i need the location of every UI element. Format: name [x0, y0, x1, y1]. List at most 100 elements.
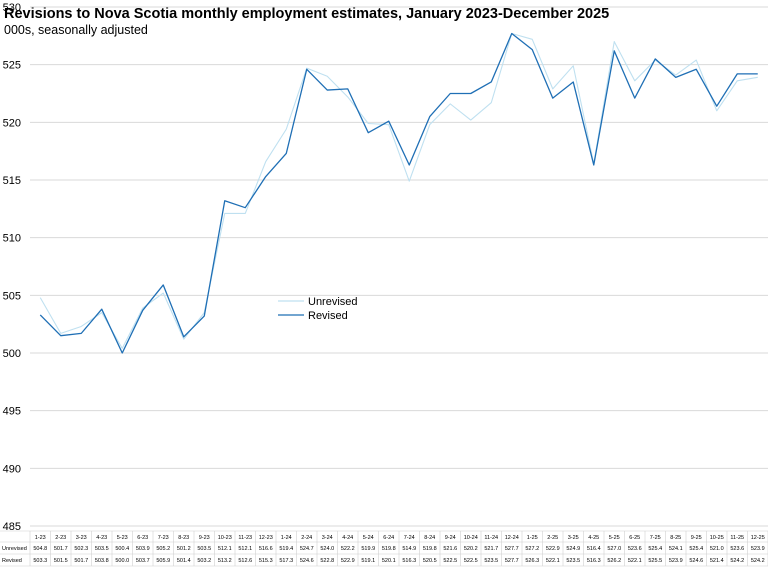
data-label: 516.6: [259, 546, 273, 552]
x-tick-label: 9-25: [691, 535, 702, 541]
data-label: 525.5: [648, 558, 662, 564]
data-label: 505.2: [156, 546, 170, 552]
y-tick-label: 490: [3, 463, 21, 475]
data-label: 527.7: [505, 558, 519, 564]
x-tick-label: 11-23: [238, 535, 252, 541]
x-tick-label: 2-23: [55, 535, 66, 541]
data-label: 503.3: [33, 558, 47, 564]
x-tick-label: 6-25: [629, 535, 640, 541]
y-tick-label: 495: [3, 406, 21, 418]
data-label: 520.5: [423, 558, 437, 564]
data-label: 523.9: [669, 558, 683, 564]
x-tick-label: 11-24: [484, 535, 498, 541]
x-tick-label: 7-23: [158, 535, 169, 541]
data-label: 522.1: [628, 558, 642, 564]
table-row-label: Revised: [2, 558, 22, 564]
x-tick-label: 4-24: [342, 535, 353, 541]
data-label: 522.5: [443, 558, 457, 564]
x-tick-label: 12-25: [751, 535, 765, 541]
x-tick-label: 2-25: [547, 535, 558, 541]
data-label: 521.6: [443, 546, 457, 552]
data-label: 522.9: [546, 546, 560, 552]
chart-subtitle: 000s, seasonally adjusted: [4, 23, 148, 37]
x-tick-label: 9-23: [199, 535, 210, 541]
data-label: 522.5: [464, 558, 478, 564]
data-label: 521.4: [710, 558, 724, 564]
y-tick-label: 485: [3, 521, 21, 533]
data-label: 522.8: [320, 558, 334, 564]
x-tick-label: 8-23: [178, 535, 189, 541]
data-label: 524.6: [689, 558, 703, 564]
series-line-revised: [39, 32, 758, 354]
data-label: 503.2: [197, 558, 211, 564]
data-label: 525.4: [689, 546, 703, 552]
y-tick-label: 530: [3, 2, 21, 14]
data-label: 521.7: [484, 546, 498, 552]
x-tick-label: 9-24: [445, 535, 456, 541]
data-label: 525.4: [648, 546, 662, 552]
y-tick-label: 520: [3, 117, 21, 129]
x-tick-label: 5-25: [609, 535, 620, 541]
data-label: 524.1: [669, 546, 683, 552]
data-label: 513.2: [218, 558, 232, 564]
data-label: 519.1: [361, 558, 375, 564]
x-tick-label: 2-24: [301, 535, 312, 541]
x-tick-label: 3-25: [568, 535, 579, 541]
table-row-label: Unrevised: [2, 546, 27, 552]
data-label: 516.3: [587, 558, 601, 564]
data-label: 519.9: [361, 546, 375, 552]
x-tick-label: 6-23: [137, 535, 148, 541]
data-label: 503.5: [197, 546, 211, 552]
x-tick-label: 5-24: [363, 535, 374, 541]
data-label: 526.2: [607, 558, 621, 564]
data-label: 503.8: [95, 558, 109, 564]
legend-label: Unrevised: [308, 296, 358, 308]
data-label: 519.8: [382, 546, 396, 552]
x-tick-label: 5-23: [117, 535, 128, 541]
x-tick-label: 10-23: [218, 535, 232, 541]
x-tick-label: 7-24: [404, 535, 415, 541]
data-label: 522.1: [546, 558, 560, 564]
data-label: 526.3: [525, 558, 539, 564]
data-label: 524.7: [300, 546, 314, 552]
data-label: 523.5: [484, 558, 498, 564]
data-label: 514.9: [402, 546, 416, 552]
data-label: 522.9: [341, 558, 355, 564]
data-label: 523.6: [628, 546, 642, 552]
data-label: 501.2: [177, 546, 191, 552]
chart-title: Revisions to Nova Scotia monthly employm…: [4, 6, 610, 22]
data-label: 524.2: [751, 558, 765, 564]
data-label: 516.3: [402, 558, 416, 564]
x-tick-label: 12-24: [505, 535, 519, 541]
x-tick-label: 1-24: [281, 535, 292, 541]
x-tick-label: 7-25: [650, 535, 661, 541]
data-label: 512.1: [218, 546, 232, 552]
x-tick-label: 10-25: [710, 535, 724, 541]
x-tick-label: 11-25: [730, 535, 744, 541]
data-label: 522.2: [341, 546, 355, 552]
data-label: 524.0: [320, 546, 334, 552]
data-label: 519.8: [423, 546, 437, 552]
y-tick-label: 525: [3, 60, 21, 72]
x-tick-label: 4-23: [96, 535, 107, 541]
data-label: 521.0: [710, 546, 724, 552]
data-label: 501.7: [54, 546, 68, 552]
data-label: 527.7: [505, 546, 519, 552]
data-label: 516.4: [587, 546, 601, 552]
data-label: 523.9: [751, 546, 765, 552]
data-label: 515.3: [259, 558, 273, 564]
data-label: 523.5: [566, 558, 580, 564]
x-tick-label: 4-25: [588, 535, 599, 541]
data-label: 520.2: [464, 546, 478, 552]
data-label: 505.9: [156, 558, 170, 564]
x-tick-label: 3-23: [76, 535, 87, 541]
y-tick-label: 515: [3, 175, 21, 187]
x-tick-label: 1-25: [527, 535, 538, 541]
data-label: 524.2: [730, 558, 744, 564]
x-tick-label: 10-24: [464, 535, 478, 541]
data-label: 519.4: [279, 546, 293, 552]
data-label: 527.0: [607, 546, 621, 552]
data-label: 501.5: [54, 558, 68, 564]
data-label: 524.9: [566, 546, 580, 552]
